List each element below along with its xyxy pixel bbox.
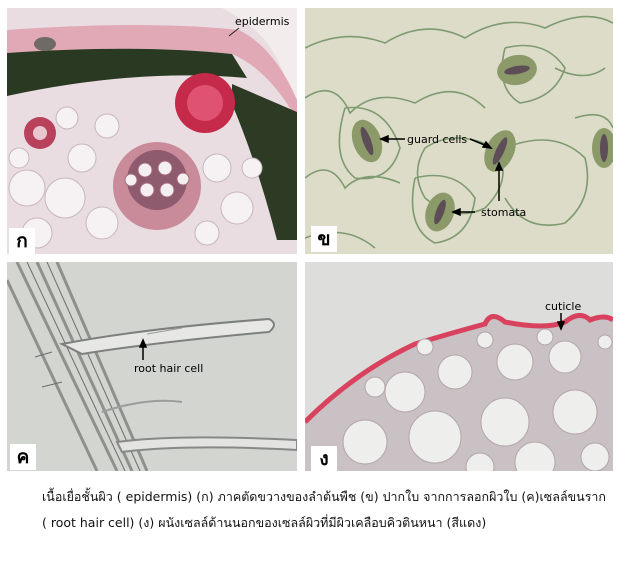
figure-caption: เนื้อเยื่อชั้นผิว ( epidermis) (ก) ภาคตั… <box>42 489 607 530</box>
micrograph-root-hair: root hair cell ค <box>7 262 297 471</box>
panel-tag-d: ง <box>311 446 337 471</box>
micrograph-stem-cross-section: epidermis ก <box>7 8 297 254</box>
panel-tag-b: ข <box>311 226 337 252</box>
micrograph-stomata: guard cells stomata ข <box>305 8 613 254</box>
panel-tag-a: ก <box>9 228 35 254</box>
label-guard-cells: guard cells <box>407 133 468 146</box>
label-epidermis: epidermis <box>235 15 290 28</box>
micrograph-cuticle: cuticle ง <box>305 262 613 471</box>
panel-tag-c: ค <box>10 444 36 470</box>
label-stomata: stomata <box>481 206 527 219</box>
label-root-hair-cell: root hair cell <box>134 362 204 375</box>
label-cuticle: cuticle <box>545 300 582 313</box>
